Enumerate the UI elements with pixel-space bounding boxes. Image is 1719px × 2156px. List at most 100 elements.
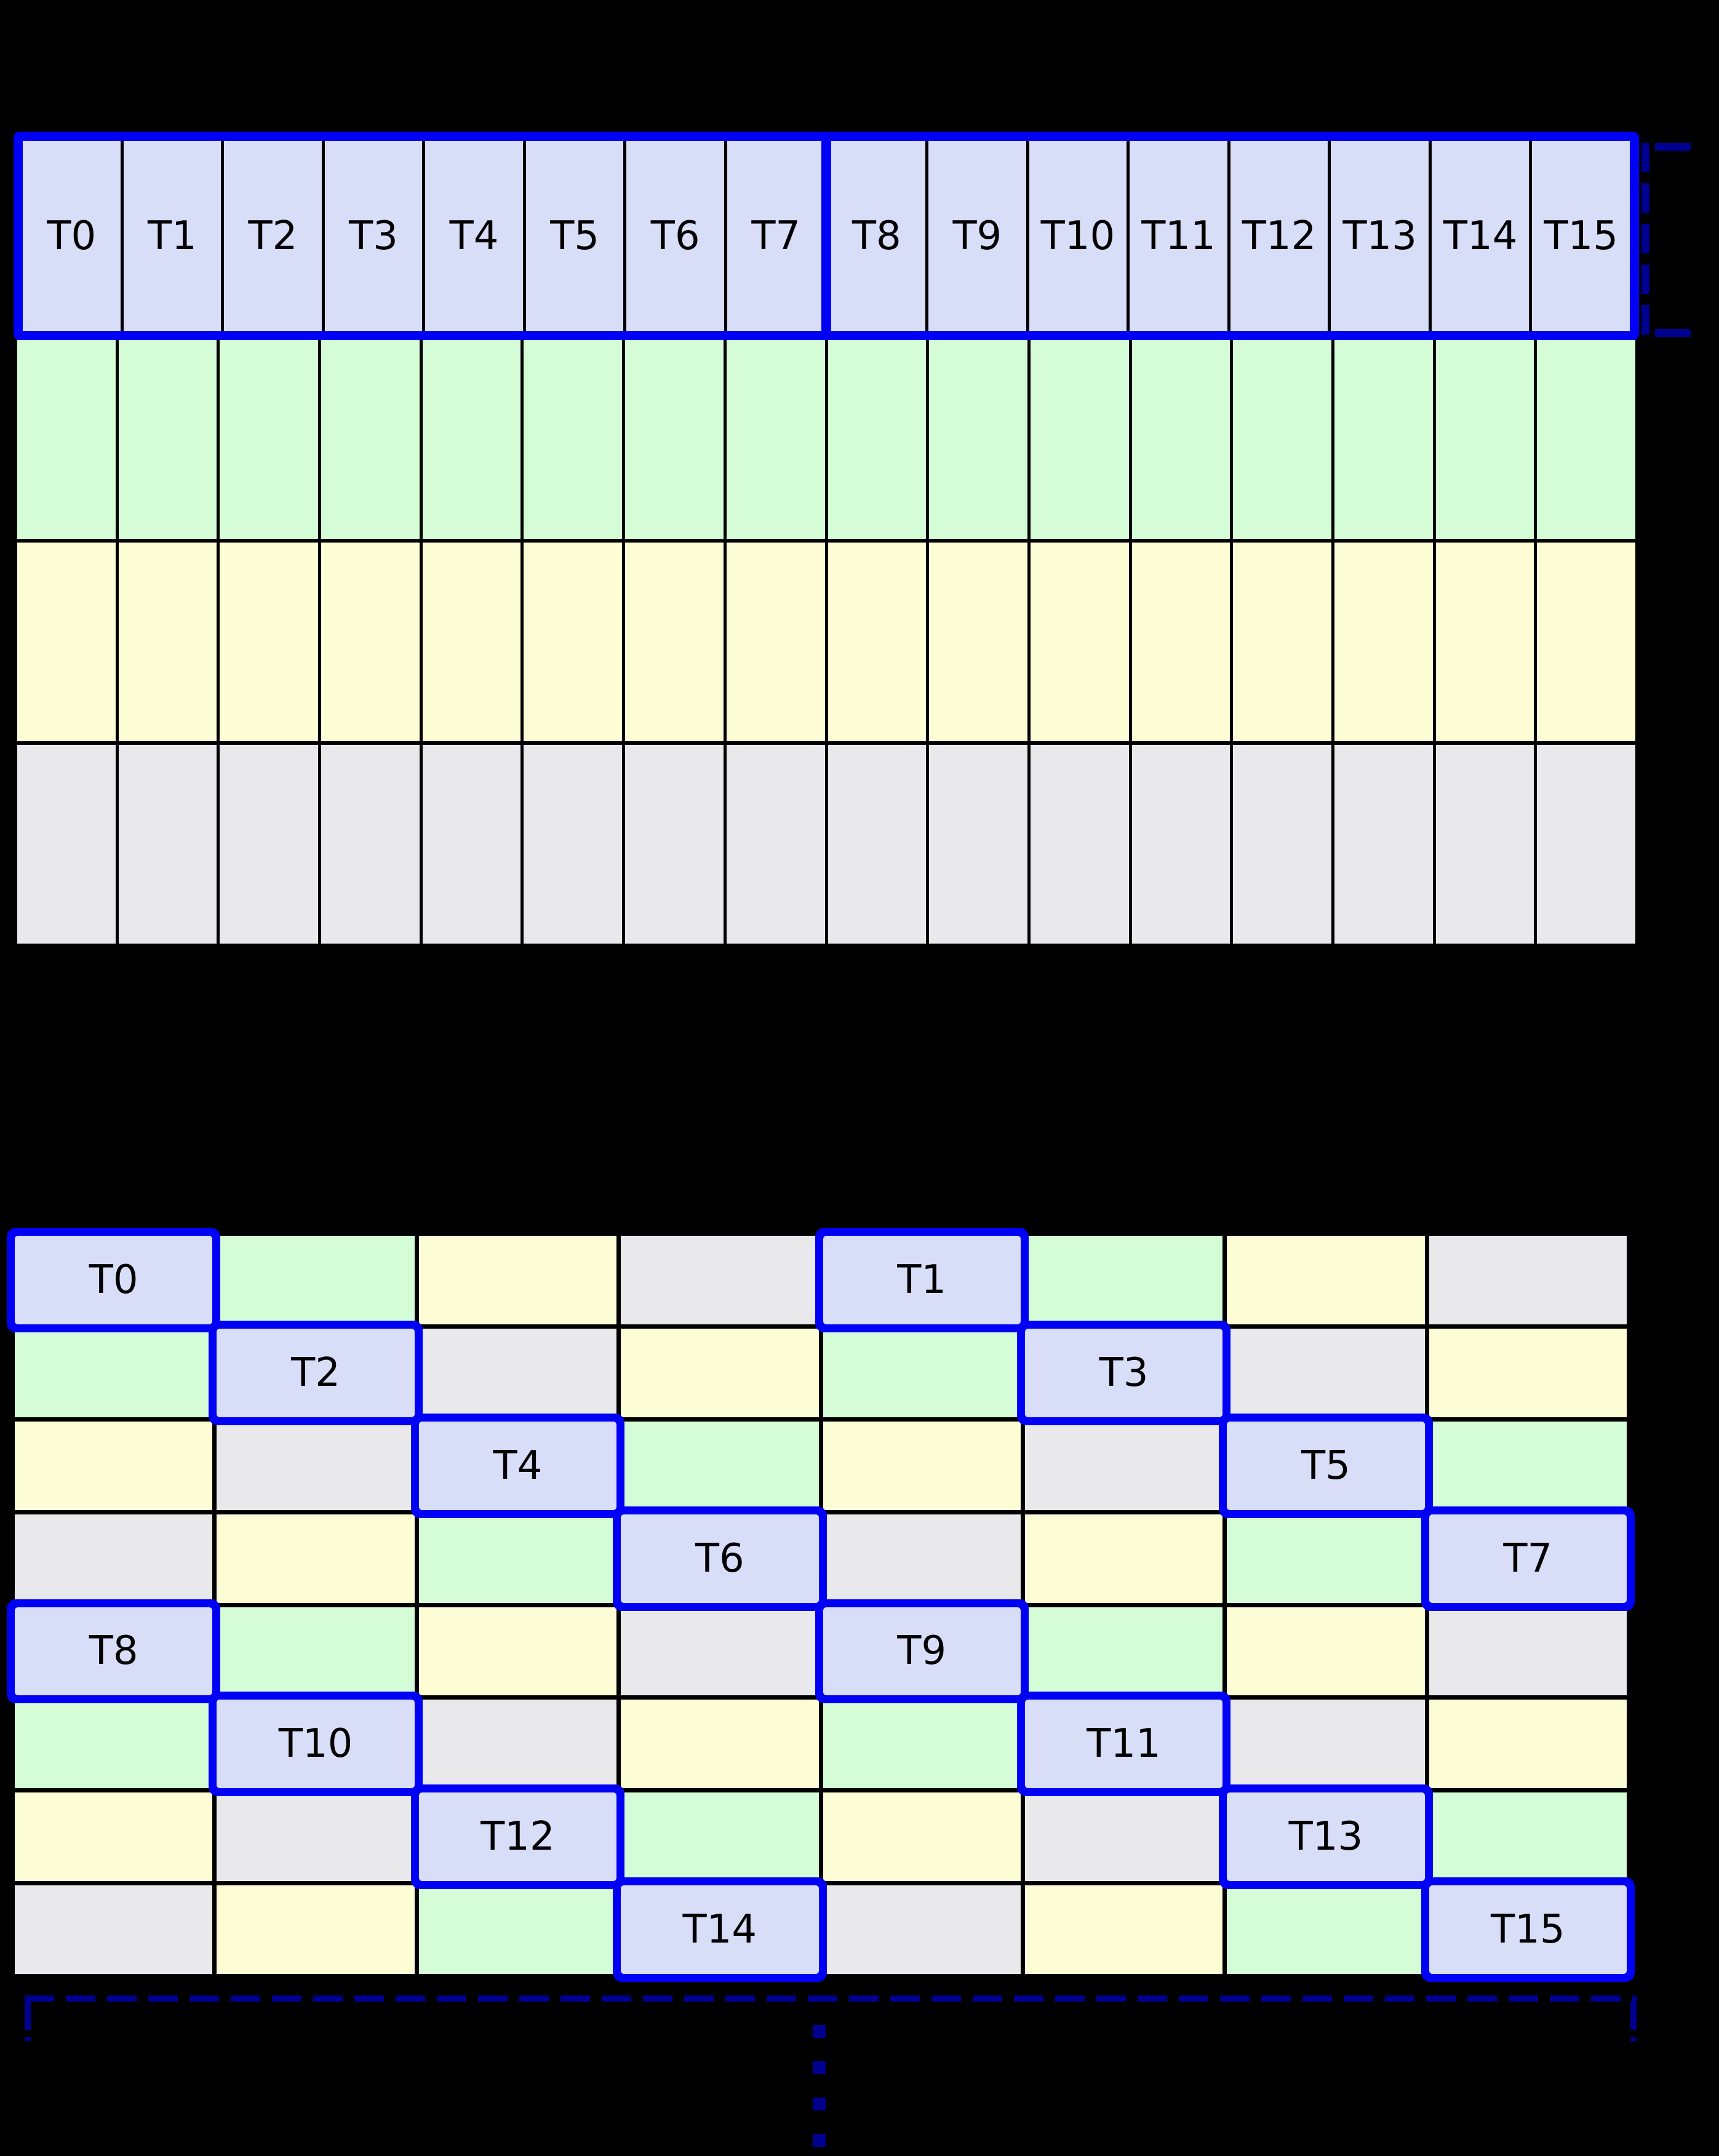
- bank-cell: [118, 745, 217, 944]
- swizzle-row: T10 T11: [15, 1700, 1627, 1789]
- thread-access-cell: T0: [15, 1236, 213, 1324]
- warp-group-divider: [821, 141, 831, 331]
- bank-cell: [823, 1421, 1021, 1510]
- thread-access-cell: T11: [1024, 1700, 1223, 1789]
- thread-cell: T1: [123, 141, 221, 331]
- thread-access-cell: T15: [1429, 1885, 1627, 1974]
- thread-cell: T4: [425, 141, 523, 331]
- thread-access-cell: T1: [823, 1236, 1021, 1324]
- bank-cell: [15, 1885, 213, 1974]
- bank-cell: [1024, 1607, 1223, 1696]
- bank-cell: [1030, 745, 1129, 944]
- bank-cell: [418, 1328, 617, 1417]
- bank-cell: [418, 1885, 617, 1974]
- bank-cell: [823, 1328, 1021, 1417]
- thread-access-cell: T12: [418, 1792, 617, 1882]
- bank-row: [17, 745, 1635, 944]
- thread-access-cell: T10: [217, 1700, 415, 1789]
- bank-cell: [828, 340, 927, 539]
- thread-cell: T3: [324, 141, 423, 331]
- thread-cell: T7: [727, 141, 825, 331]
- bank-cell: [220, 745, 319, 944]
- thread-cell: T12: [1230, 141, 1328, 331]
- bank-cell: [1227, 1607, 1425, 1696]
- bank-cell: [524, 745, 623, 944]
- bank-cell: [1429, 1328, 1627, 1417]
- swizzle-row: T12 T13: [15, 1792, 1627, 1882]
- bank-cell: [118, 340, 217, 539]
- bank-cell: [828, 543, 927, 741]
- bank-row: [17, 543, 1635, 741]
- bank-cell: [118, 543, 217, 741]
- bank-cell: [15, 1328, 213, 1417]
- bank-cell: [625, 745, 724, 944]
- bank-cell: [1537, 340, 1635, 539]
- width-bracket-left-tick: [25, 2002, 31, 2041]
- swizzle-row: T2 T3: [15, 1328, 1627, 1417]
- bank-cell: [1024, 1514, 1223, 1603]
- ellipsis-dot: [813, 2025, 826, 2038]
- bank-cell: [1024, 1421, 1223, 1510]
- bank-cell: [17, 340, 116, 539]
- bank-cell: [15, 1421, 213, 1510]
- thread-cell: T15: [1532, 141, 1630, 331]
- bank-cell: [17, 745, 116, 944]
- ellipsis-dot: [813, 2098, 826, 2110]
- thread-access-cell: T8: [15, 1607, 213, 1696]
- ellipsis-dot: [813, 2061, 826, 2074]
- bank-cell: [217, 1607, 415, 1696]
- row-bracket-dashed-line: [1641, 143, 1649, 337]
- swizzle-row: T14 T15: [15, 1885, 1627, 1974]
- bank-cell: [929, 543, 1027, 741]
- thread-access-cell: T13: [1227, 1792, 1425, 1882]
- bank-cell: [726, 543, 825, 741]
- thread-cell: T10: [1029, 141, 1127, 331]
- swizzle-row: T4 T5: [15, 1421, 1627, 1510]
- bank-cell: [1227, 1328, 1425, 1417]
- bank-cell: [1537, 745, 1635, 944]
- bank-cell: [524, 543, 623, 741]
- row-bracket-top-tick: [1655, 143, 1691, 151]
- bank-cell: [15, 1700, 213, 1789]
- bank-cell: [220, 543, 319, 741]
- bank-cell: [217, 1236, 415, 1324]
- bank-cell: [1334, 745, 1433, 944]
- bank-cell: [1233, 745, 1331, 944]
- bank-cell: [217, 1792, 415, 1882]
- bank-cell: [217, 1885, 415, 1974]
- bank-cell: [1429, 1700, 1627, 1789]
- bank-cell: [823, 1885, 1021, 1974]
- bank-cell: [823, 1700, 1021, 1789]
- bank-cell: [1030, 543, 1129, 741]
- bank-cell: [1131, 340, 1230, 539]
- bank-cell: [828, 745, 927, 944]
- bank-cell: [621, 1700, 819, 1789]
- bank-cell: [220, 340, 319, 539]
- bank-cell: [422, 340, 521, 539]
- bank-cell: [823, 1514, 1021, 1603]
- thread-cell: T6: [626, 141, 724, 331]
- bank-cell: [621, 1421, 819, 1510]
- bank-cell: [929, 340, 1027, 539]
- thread-access-cell: T4: [418, 1421, 617, 1510]
- bank-cell: [726, 745, 825, 944]
- bank-cell: [321, 543, 420, 741]
- thread-access-cell: T3: [1024, 1328, 1223, 1417]
- bank-cell: [217, 1421, 415, 1510]
- swizzled-layout-grid: T0 T1 T2 T3 T4 T5 T6 T7 T8 T9 T10 T11 T12 T13 T14 T15: [11, 1232, 1630, 1978]
- thread-cell: T14: [1431, 141, 1530, 331]
- thread-access-cell: T9: [823, 1607, 1021, 1696]
- bank-row: [17, 340, 1635, 539]
- thread-cell: T13: [1331, 141, 1429, 331]
- row-bracket-bottom-tick: [1655, 329, 1691, 337]
- linear-layout-grid: T0 T1 T2 T3 T4 T5 T6 T7 T8 T9 T10 T11 T12 T13 T14 T15: [14, 132, 1639, 947]
- bank-cell: [1131, 543, 1230, 741]
- bank-cell: [418, 1514, 617, 1603]
- bank-cell: [217, 1514, 415, 1603]
- bank-cell: [321, 745, 420, 944]
- bank-cell: [1429, 1607, 1627, 1696]
- bank-cell: [1227, 1885, 1425, 1974]
- swizzle-row: T6 T7: [15, 1514, 1627, 1603]
- bank-cell: [1429, 1792, 1627, 1882]
- ellipsis-dot: [813, 2134, 826, 2147]
